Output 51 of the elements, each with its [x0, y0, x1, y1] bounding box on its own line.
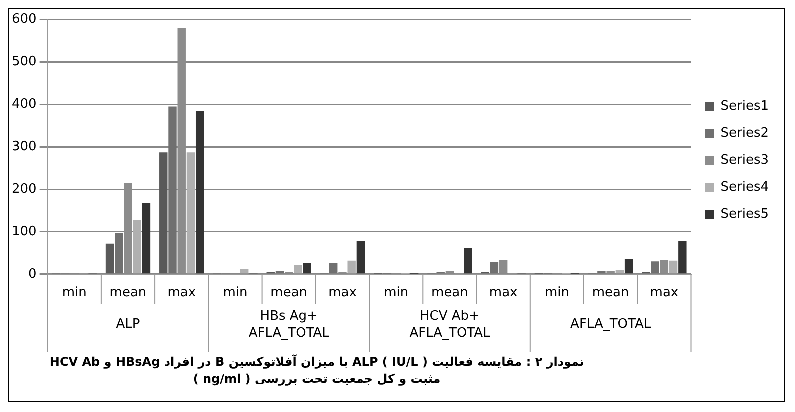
x-tick-label: min: [223, 286, 248, 301]
text: نمودار ۲ : مقایسه فعالیت ALP ( IU/L ) با میزان آفلاتوکسین B در افراد HBsAg و HCV Ab مثبت و کل جمعیت تحت بررسی ( ng/ml ): [48, 354, 586, 388]
bar: [106, 244, 114, 274]
legend-label: Series4: [720, 180, 769, 195]
y-tick-label: 200: [12, 182, 37, 197]
bar: [160, 152, 168, 274]
bar: [186, 152, 196, 274]
text: HBs Ag+ AFLA_TOTAL: [248, 308, 330, 341]
text: HCV Ab+ AFLA_TOTAL: [410, 308, 491, 341]
bar: [669, 260, 678, 274]
y-tick-label: 0: [28, 266, 37, 282]
x-tick-label: max: [168, 286, 196, 301]
y-tick-label: 600: [12, 12, 37, 28]
bar: [330, 262, 338, 274]
bar: [624, 260, 634, 274]
x-tick-label: min: [384, 286, 409, 301]
y-tick-label: 400: [12, 97, 37, 112]
x-tick-label: mean: [270, 286, 308, 301]
x-tick-label: max: [489, 286, 518, 301]
y-tick-label: 300: [12, 139, 37, 154]
bar: [294, 265, 302, 274]
bar: [115, 233, 124, 274]
bar: [651, 262, 660, 274]
bar: [464, 248, 472, 274]
text: ALP: [116, 316, 140, 332]
bar: [196, 111, 204, 274]
legend-label: Series2: [720, 126, 769, 141]
bar: [142, 203, 151, 274]
bar: [356, 241, 366, 274]
legend-label: Series5: [720, 206, 769, 222]
legend-label: Series3: [720, 152, 769, 168]
x-tick-label: mean: [432, 286, 468, 301]
x-tick-label: min: [544, 286, 570, 301]
bar: [598, 271, 606, 274]
bar: [616, 270, 624, 274]
bar: [490, 262, 499, 274]
x-tick-label: max: [650, 286, 679, 301]
bar: [240, 269, 249, 274]
bar: [348, 260, 356, 274]
bar: [678, 241, 687, 274]
x-tick-label: max: [328, 286, 358, 301]
bar: [303, 263, 312, 274]
legend-label: Series1: [720, 98, 769, 114]
y-tick-label: 100: [12, 224, 37, 240]
x-tick-label: min: [62, 286, 87, 301]
y-tick-label: 500: [12, 54, 37, 70]
x-tick-label: mean: [592, 286, 630, 301]
bar: [168, 106, 177, 274]
x-tick-label: mean: [110, 286, 147, 301]
text: AFLA_TOTAL: [570, 316, 652, 332]
bar: [133, 220, 142, 274]
